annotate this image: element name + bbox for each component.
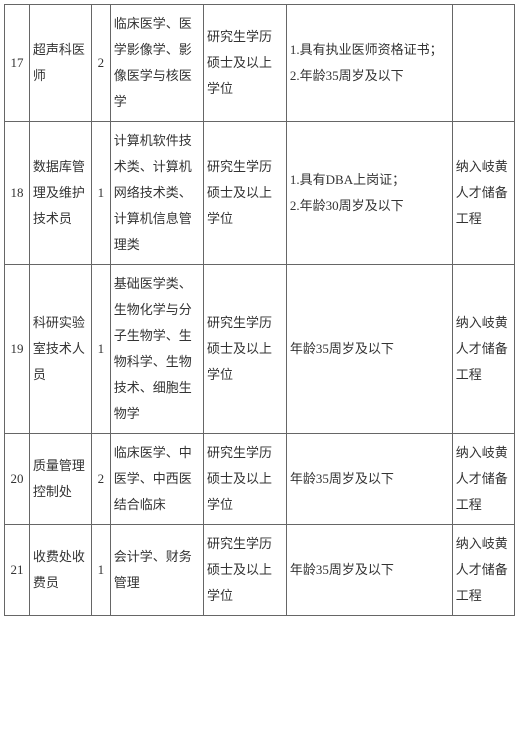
cell-education: 研究生学历硕士及以上学位: [204, 265, 287, 434]
cell-education: 研究生学历硕士及以上学位: [204, 5, 287, 122]
cell-index: 21: [5, 525, 30, 616]
cell-note: 纳入岐黄人才储备工程: [452, 122, 514, 265]
cell-index: 19: [5, 265, 30, 434]
table-row: 18 数据库管理及维护技术员 1 计算机软件技术类、计算机网络技术类、计算机信息…: [5, 122, 515, 265]
cell-major: 临床医学、医学影像学、影像医学与核医学: [110, 5, 203, 122]
cell-major: 临床医学、中医学、中西医结合临床: [110, 434, 203, 525]
cell-requirements: 年龄35周岁及以下: [286, 525, 452, 616]
cell-note: 纳入岐黄人才储备工程: [452, 434, 514, 525]
cell-requirements: 1.具有DBA上岗证； 2.年龄30周岁及以下: [286, 122, 452, 265]
table-row: 20 质量管理控制处 2 临床医学、中医学、中西医结合临床 研究生学历硕士及以上…: [5, 434, 515, 525]
cell-position: 质量管理控制处: [29, 434, 91, 525]
cell-major: 会计学、财务管理: [110, 525, 203, 616]
cell-requirements: 1.具有执业医师资格证书； 2.年龄35周岁及以下: [286, 5, 452, 122]
cell-major: 基础医学类、生物化学与分子生物学、生物科学、生物技术、细胞生物学: [110, 265, 203, 434]
cell-position: 科研实验室技术人员: [29, 265, 91, 434]
cell-headcount: 1: [92, 122, 111, 265]
cell-position: 收费处收费员: [29, 525, 91, 616]
cell-position: 超声科医师: [29, 5, 91, 122]
cell-requirements: 年龄35周岁及以下: [286, 434, 452, 525]
cell-requirements: 年龄35周岁及以下: [286, 265, 452, 434]
cell-index: 17: [5, 5, 30, 122]
cell-headcount: 2: [92, 434, 111, 525]
cell-education: 研究生学历硕士及以上学位: [204, 525, 287, 616]
cell-index: 18: [5, 122, 30, 265]
cell-education: 研究生学历硕士及以上学位: [204, 434, 287, 525]
cell-position: 数据库管理及维护技术员: [29, 122, 91, 265]
recruitment-table: 17 超声科医师 2 临床医学、医学影像学、影像医学与核医学 研究生学历硕士及以…: [4, 4, 515, 616]
cell-education: 研究生学历硕士及以上学位: [204, 122, 287, 265]
cell-note: 纳入岐黄人才储备工程: [452, 265, 514, 434]
cell-headcount: 1: [92, 525, 111, 616]
table-row: 19 科研实验室技术人员 1 基础医学类、生物化学与分子生物学、生物科学、生物技…: [5, 265, 515, 434]
table-row: 21 收费处收费员 1 会计学、财务管理 研究生学历硕士及以上学位 年龄35周岁…: [5, 525, 515, 616]
cell-index: 20: [5, 434, 30, 525]
cell-major: 计算机软件技术类、计算机网络技术类、计算机信息管理类: [110, 122, 203, 265]
table-row: 17 超声科医师 2 临床医学、医学影像学、影像医学与核医学 研究生学历硕士及以…: [5, 5, 515, 122]
cell-headcount: 2: [92, 5, 111, 122]
cell-headcount: 1: [92, 265, 111, 434]
cell-note: [452, 5, 514, 122]
recruitment-table-body: 17 超声科医师 2 临床医学、医学影像学、影像医学与核医学 研究生学历硕士及以…: [5, 5, 515, 616]
cell-note: 纳入岐黄人才储备工程: [452, 525, 514, 616]
